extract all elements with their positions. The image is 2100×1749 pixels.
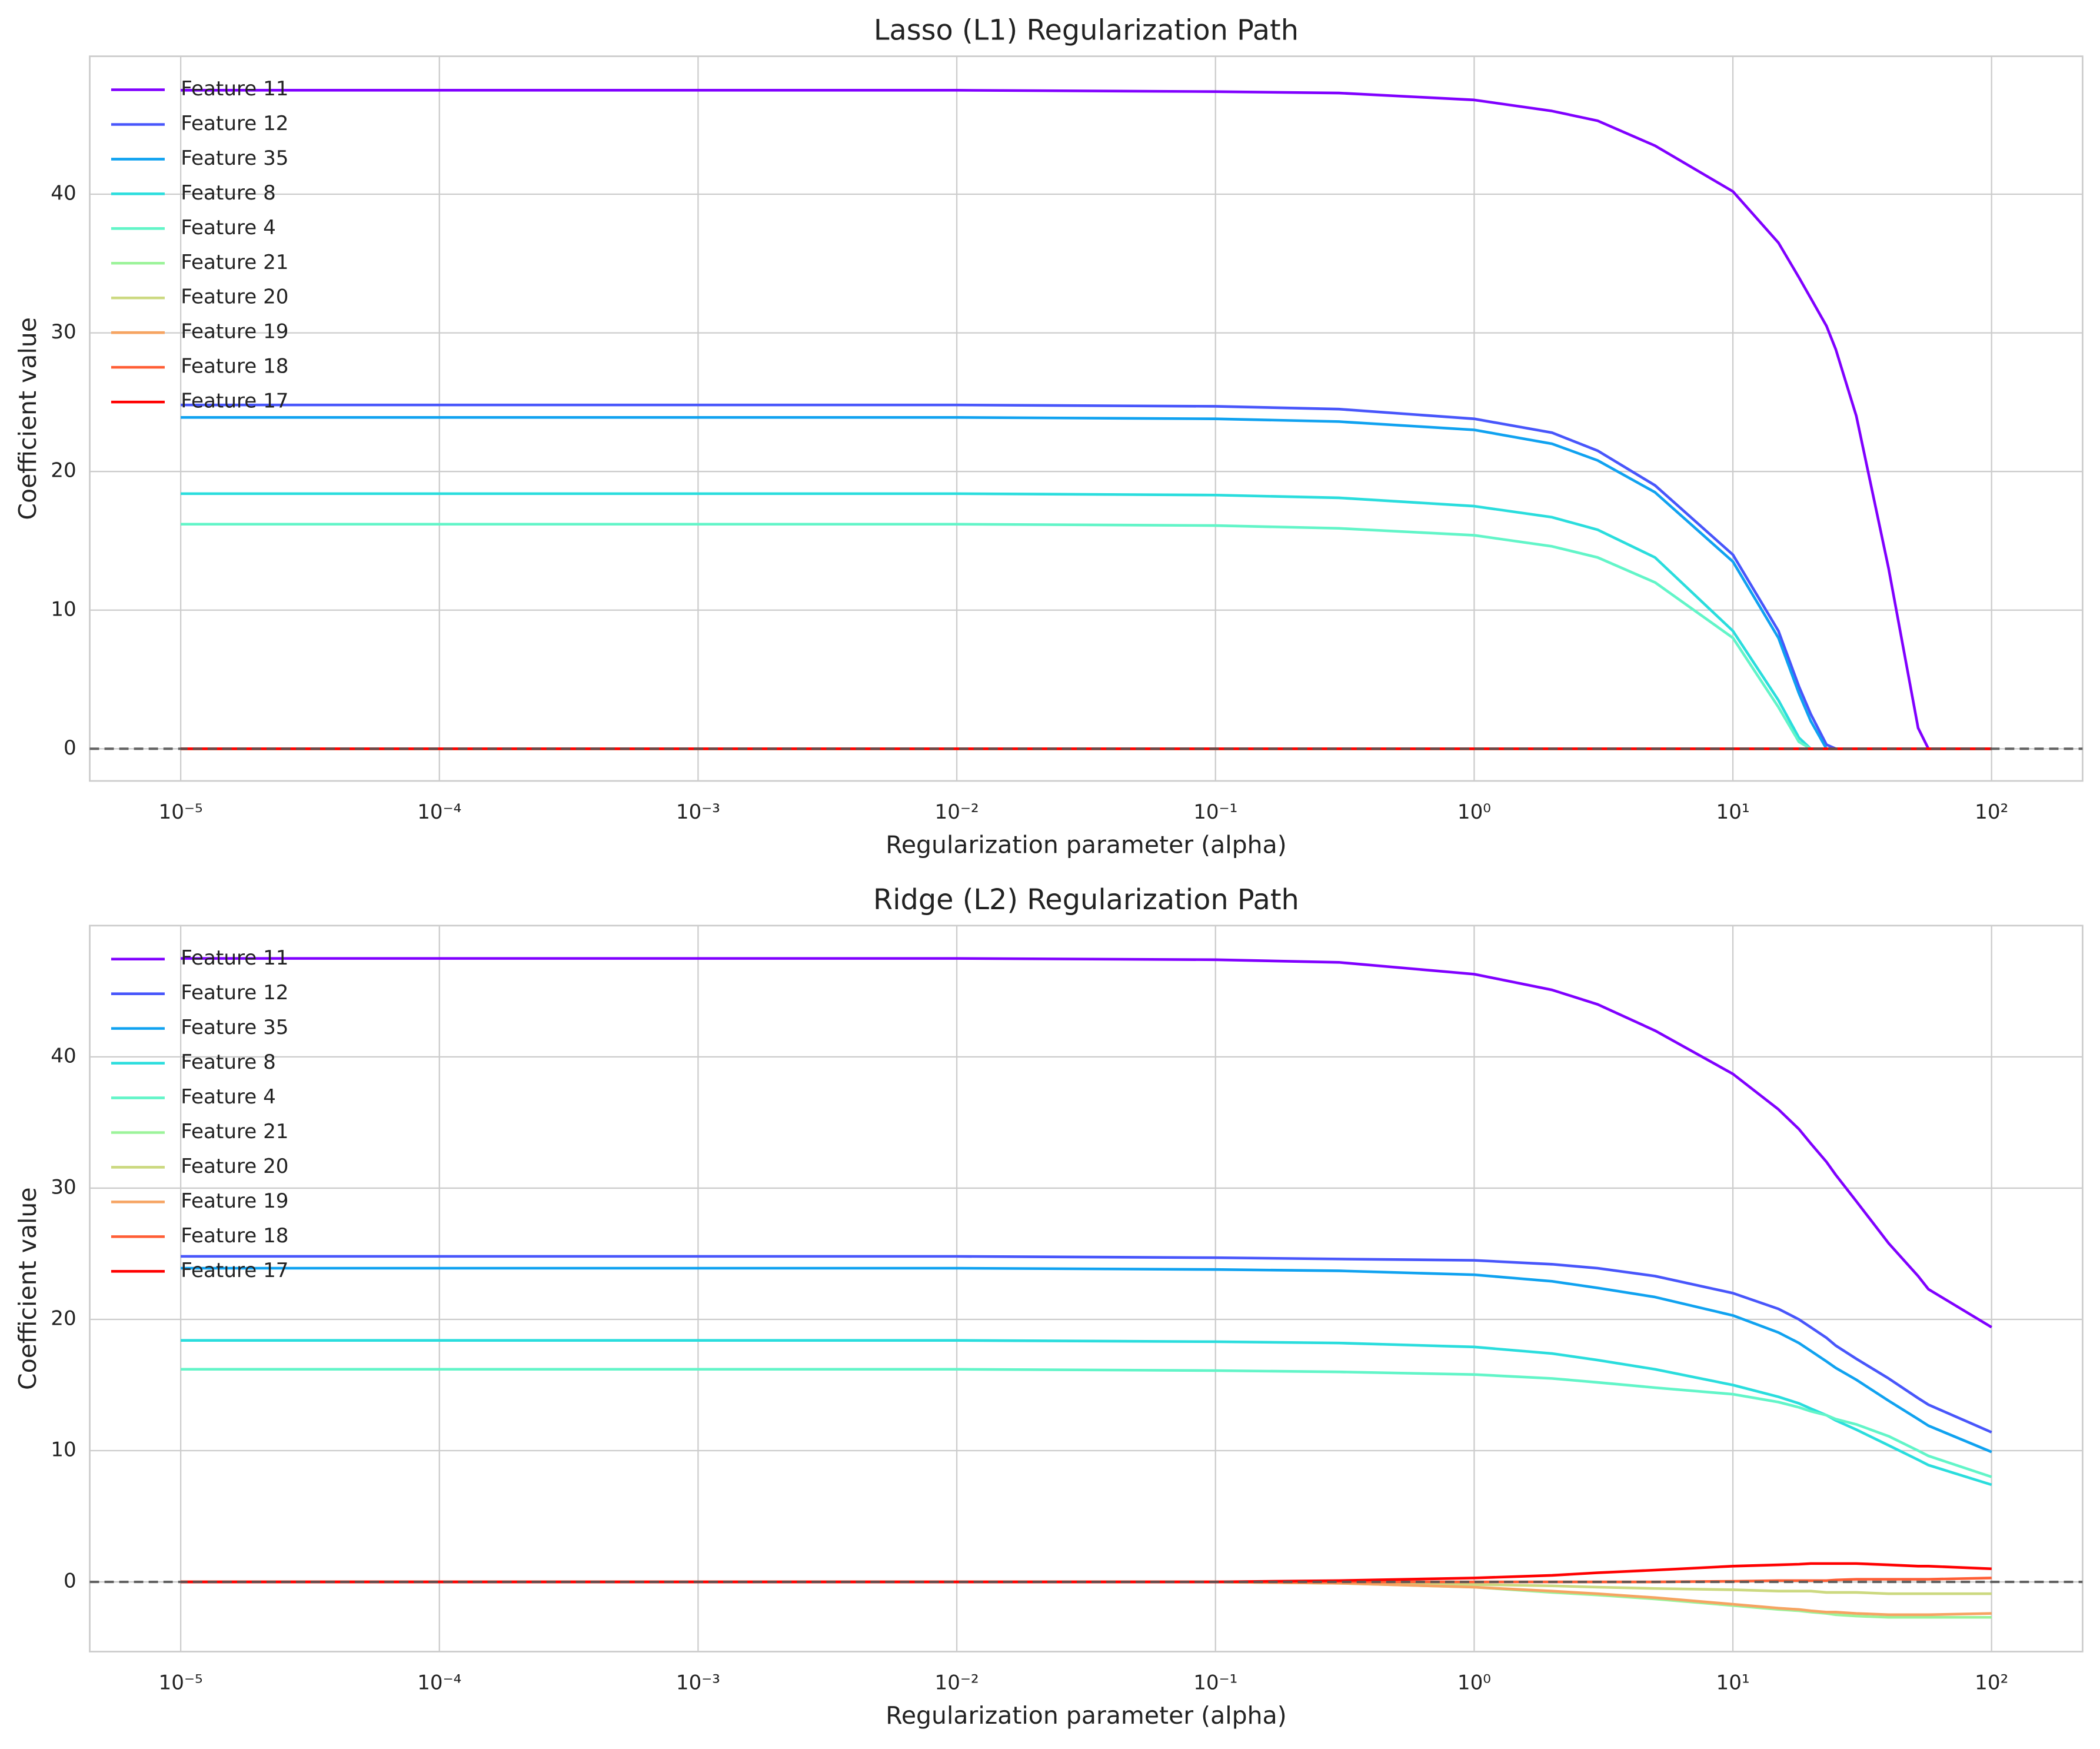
y-tick-label: 10 (51, 597, 76, 621)
series-line (181, 1266, 1992, 1454)
legend-label: Feature 11 (181, 946, 288, 970)
y-axis-label: Coefficient value (14, 317, 42, 520)
series-line (181, 1562, 1992, 1584)
legend-label: Feature 17 (181, 390, 288, 413)
x-tick-label: 10² (1975, 800, 2008, 824)
x-tick-label: 10⁻⁴ (417, 800, 461, 824)
chart-title: Ridge (L2) Regularization Path (873, 884, 1299, 916)
x-tick-label: 10¹ (1716, 800, 1750, 824)
legend-label: Feature 20 (181, 1155, 288, 1178)
y-axis-label: Coefficient value (14, 1187, 42, 1390)
legend-label: Feature 11 (181, 77, 288, 101)
x-tick-label: 10⁻⁵ (159, 1671, 203, 1695)
y-tick-label: 20 (51, 1306, 76, 1330)
legend-label: Feature 8 (181, 181, 276, 205)
series-line (181, 957, 1992, 1329)
legend-label: Feature 12 (181, 112, 288, 135)
legend-label: Feature 21 (181, 1120, 288, 1143)
x-tick-label: 10⁻¹ (1193, 800, 1237, 824)
y-tick-label: 40 (51, 1044, 76, 1068)
x-axis-label: Regularization parameter (alpha) (886, 1701, 1286, 1730)
plot-area (89, 925, 2083, 1652)
axes-frame (89, 925, 2084, 1652)
legend-label: Feature 19 (181, 1189, 288, 1213)
legend-label: Feature 35 (181, 147, 288, 170)
legend-label: Feature 12 (181, 981, 288, 1005)
y-tick-label: 20 (51, 459, 76, 483)
x-tick-label: 10⁻² (935, 1671, 979, 1695)
x-tick-label: 10⁻⁴ (417, 1671, 461, 1695)
x-tick-label: 10⁰ (1457, 800, 1491, 824)
legend-label: Feature 20 (181, 285, 288, 309)
x-tick-label: 10² (1975, 1671, 2008, 1695)
legend-label: Feature 35 (181, 1016, 288, 1039)
x-tick-label: 10⁰ (1457, 1671, 1491, 1695)
x-axis-label: Regularization parameter (alpha) (886, 831, 1286, 859)
series-line (181, 89, 1992, 750)
y-tick-label: 30 (51, 1175, 76, 1199)
legend-label: Feature 21 (181, 251, 288, 274)
x-tick-label: 10⁻⁵ (159, 800, 203, 824)
series-line (181, 1339, 1992, 1487)
chart-title: Lasso (L1) Regularization Path (874, 15, 1299, 47)
legend-label: Feature 8 (181, 1050, 276, 1074)
y-tick-label: 0 (64, 736, 76, 760)
legend-label: Feature 4 (181, 216, 276, 240)
legend-label: Feature 19 (181, 320, 288, 344)
y-tick-label: 10 (51, 1438, 76, 1462)
axes-frame (89, 55, 2084, 782)
y-tick-label: 30 (51, 320, 76, 344)
y-tick-label: 0 (64, 1570, 76, 1593)
x-tick-label: 10⁻³ (676, 800, 720, 824)
x-tick-label: 10⁻³ (676, 1671, 720, 1695)
x-tick-label: 10¹ (1716, 1671, 1750, 1695)
x-tick-label: 10⁻¹ (1193, 1671, 1237, 1695)
legend-label: Feature 4 (181, 1085, 276, 1109)
legend-label: Feature 18 (181, 355, 288, 378)
x-tick-label: 10⁻² (935, 800, 979, 824)
series-line (181, 1255, 1992, 1434)
y-tick-label: 40 (51, 182, 76, 205)
legend-label: Feature 18 (181, 1224, 288, 1248)
legend-label: Feature 17 (181, 1259, 288, 1282)
series-line (181, 1368, 1992, 1478)
